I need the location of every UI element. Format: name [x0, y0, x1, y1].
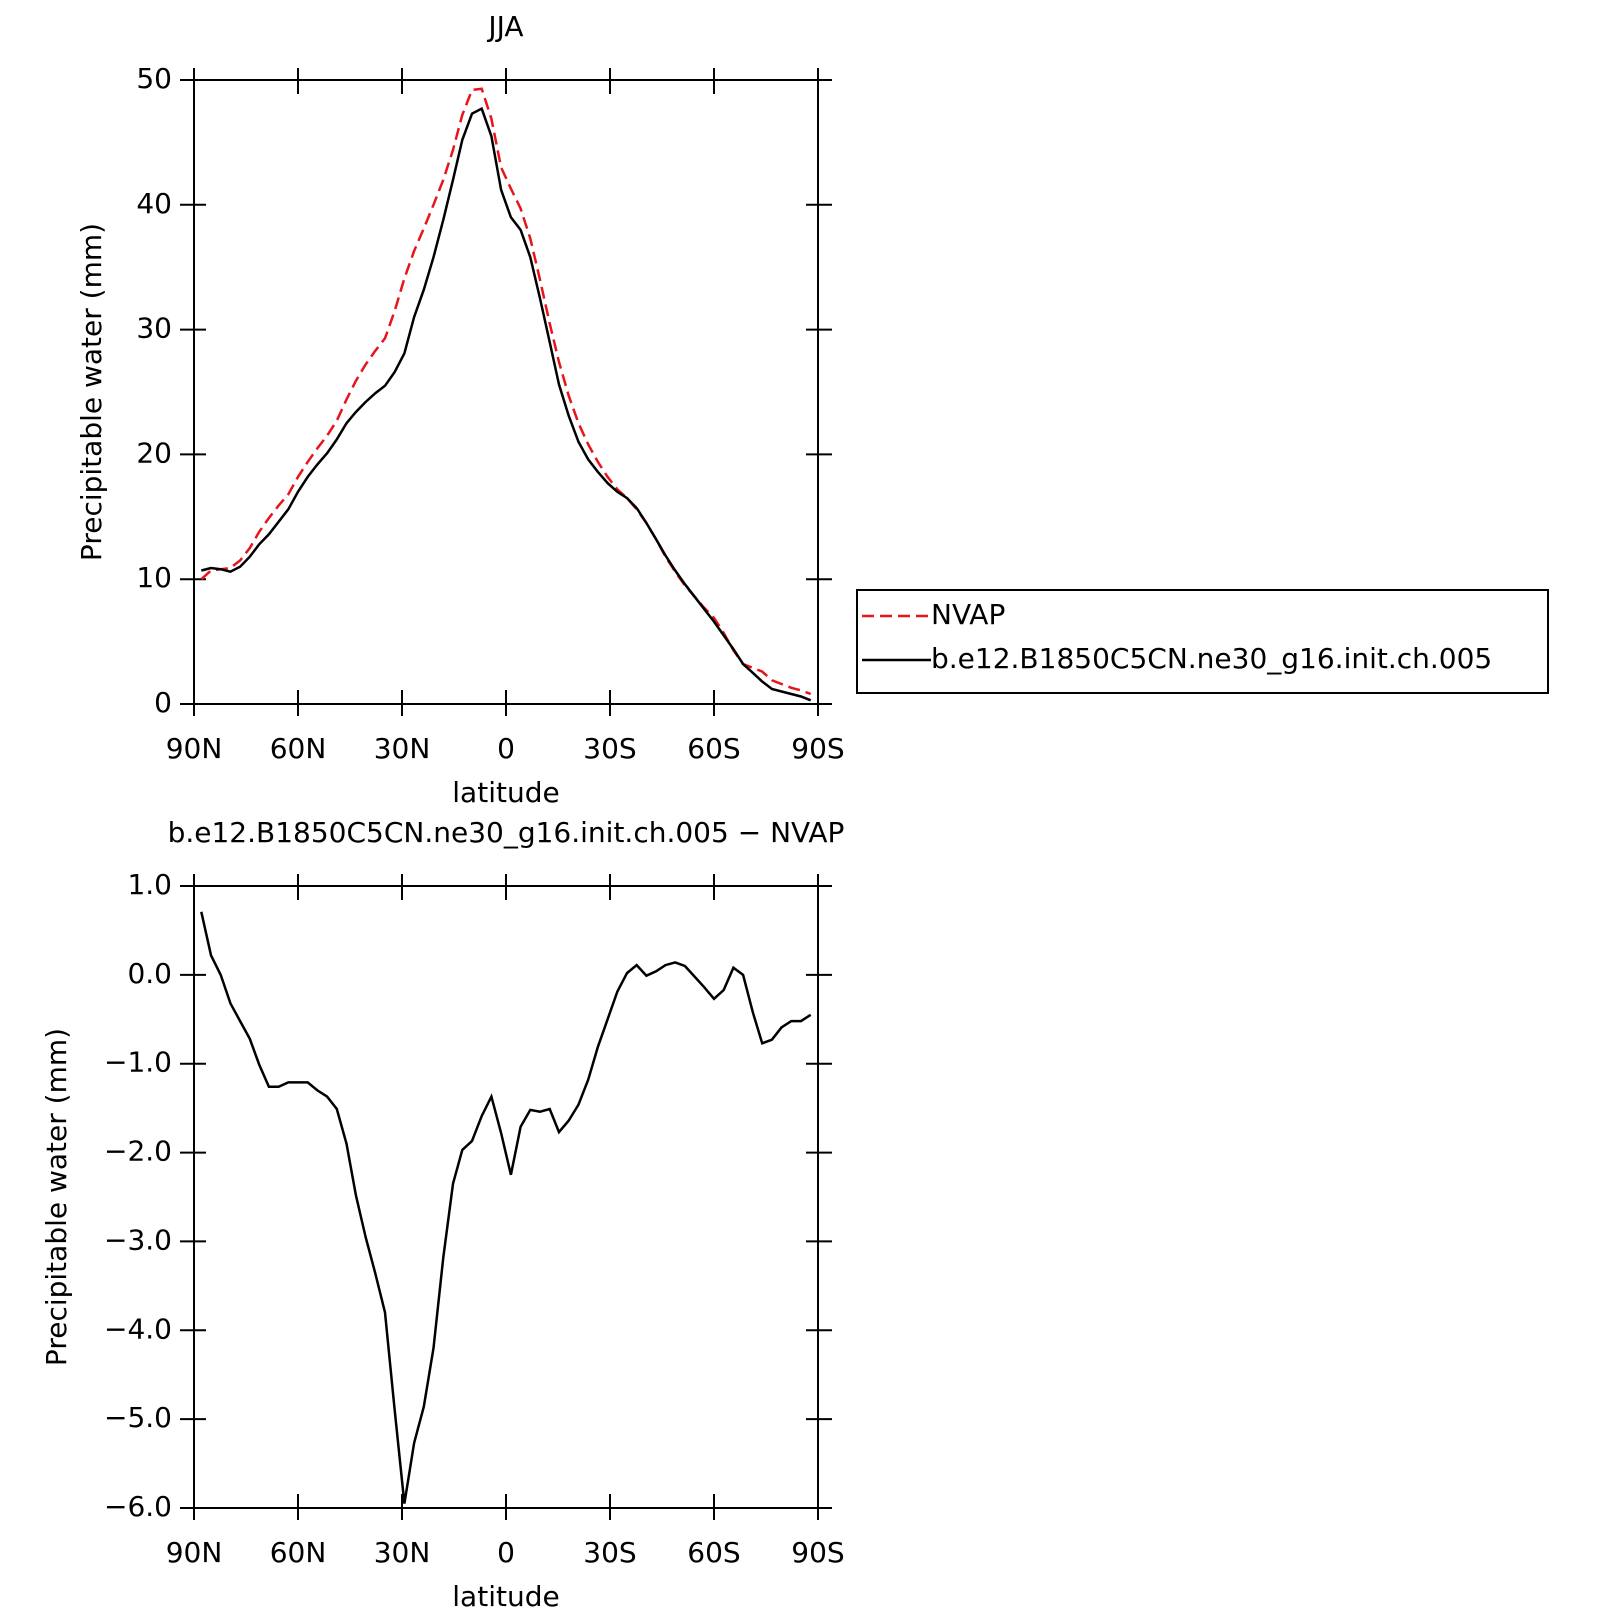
x-tick-label: 90S: [791, 732, 844, 765]
legend-box: [856, 589, 1549, 694]
x-tick-label: 60N: [270, 732, 327, 765]
x-tick-label: 90N: [166, 1536, 223, 1569]
y-tick-label: 30: [136, 312, 172, 345]
y-tick-label: −2.0: [104, 1135, 172, 1168]
x-tick-label: 0: [497, 1536, 515, 1569]
x-tick-label: 30S: [583, 732, 636, 765]
plot-frame: [193, 79, 819, 705]
y-axis-label: Precipitable water (mm): [75, 223, 108, 561]
x-tick-label: 60N: [270, 1536, 327, 1569]
y-tick-label: 10: [136, 561, 172, 594]
y-tick-label: −1.0: [104, 1046, 172, 1079]
x-tick-label: 30N: [374, 1536, 431, 1569]
chart-title: b.e12.B1850C5CN.ne30_g16.init.ch.005 − N…: [168, 816, 845, 849]
y-tick-label: 40: [136, 187, 172, 220]
y-tick-label: 0.0: [127, 957, 172, 990]
y-tick-label: −6.0: [104, 1490, 172, 1523]
y-tick-label: 0: [154, 686, 172, 719]
y-tick-label: 1.0: [127, 868, 172, 901]
data-line: [200, 911, 812, 1504]
x-tick-label: 60S: [687, 1536, 740, 1569]
y-tick-label: −5.0: [104, 1401, 172, 1434]
x-tick-label: 30N: [374, 732, 431, 765]
y-tick-label: 20: [136, 436, 172, 469]
y-tick-label: 50: [136, 62, 172, 95]
x-tick-label: 60S: [687, 732, 740, 765]
x-tick-label: 30S: [583, 1536, 636, 1569]
x-tick-label: 90S: [791, 1536, 844, 1569]
y-axis-label: Precipitable water (mm): [40, 1028, 73, 1366]
y-tick-label: −4.0: [104, 1312, 172, 1345]
legend-label: NVAP: [931, 598, 1005, 631]
data-line: [200, 106, 812, 702]
x-tick-label: 0: [497, 732, 515, 765]
data-line: [200, 87, 812, 696]
chart-title: JJA: [486, 10, 523, 43]
x-axis-label: latitude: [452, 1580, 559, 1613]
x-tick-label: 90N: [166, 732, 223, 765]
plot-frame: [193, 885, 819, 1509]
y-tick-label: −3.0: [104, 1223, 172, 1256]
x-axis-label: latitude: [452, 776, 559, 809]
legend-label: b.e12.B1850C5CN.ne30_g16.init.ch.005: [931, 642, 1492, 675]
